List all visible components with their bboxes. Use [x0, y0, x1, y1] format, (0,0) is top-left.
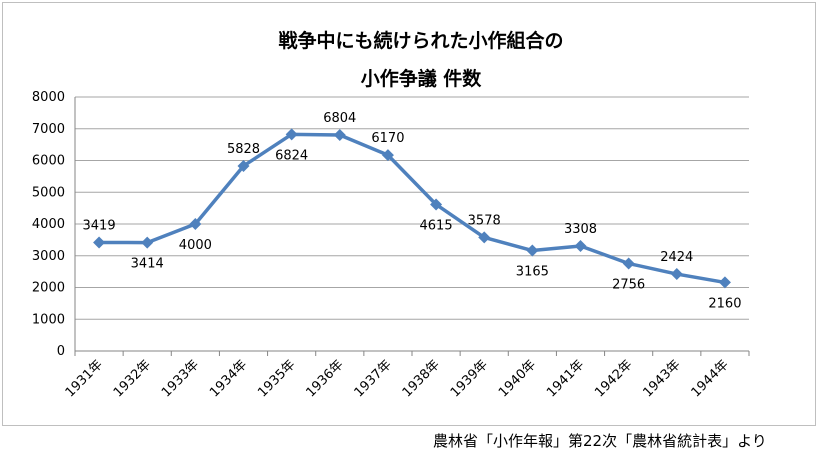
- x-tick-label: 1933年: [159, 357, 202, 400]
- data-point: [333, 128, 346, 141]
- data-label: 4000: [179, 238, 212, 253]
- data-point: [141, 236, 154, 249]
- data-label: 2160: [708, 296, 741, 311]
- data-point: [670, 268, 683, 281]
- x-tick-labels: 1931年 1932年 1933年 1934年 1935年 1936年 1937年 1938年…: [63, 357, 732, 400]
- y-tick-label: 6000: [32, 154, 65, 169]
- axes: [74, 97, 750, 356]
- series-line: [99, 132, 726, 285]
- x-tick-label: 1936年: [303, 357, 346, 400]
- y-tick-label: 8000: [32, 90, 65, 105]
- chart-title-line-2: 小作争議 件数: [361, 67, 483, 90]
- x-tick-label: 1934年: [207, 357, 250, 400]
- x-tick-label: 1942年: [592, 357, 635, 400]
- data-point: [574, 239, 587, 252]
- y-tick-label: 7000: [32, 122, 65, 137]
- y-tick-label: 5000: [32, 185, 65, 200]
- y-tick-label: 4000: [32, 217, 65, 232]
- x-tick-label: 1931年: [63, 357, 106, 400]
- data-label: 6170: [371, 131, 404, 146]
- data-label: 3308: [564, 222, 597, 237]
- y-tick-label: 2000: [32, 281, 65, 296]
- data-point: [622, 257, 635, 270]
- data-point: [718, 276, 731, 289]
- x-tick-label: 1944年: [689, 357, 732, 400]
- data-point: [237, 159, 250, 172]
- data-label: 6804: [323, 111, 356, 126]
- series-line-group: [99, 132, 726, 285]
- data-label: 3578: [468, 213, 501, 228]
- chart-frame: 戦争中にも続けられた小作組合の 小作争議 件数 0 1000 2000 3000 400…: [2, 2, 816, 426]
- x-tick-label: 1937年: [352, 357, 395, 400]
- x-tick-label: 1939年: [448, 357, 491, 400]
- data-label: 2424: [660, 250, 693, 265]
- x-tick-label: 1941年: [544, 357, 587, 400]
- chart-title-line-1: 戦争中にも続けられた小作組合の: [278, 29, 563, 52]
- y-tick-label: 3000: [32, 249, 65, 264]
- source-note: 農林省「小作年報」第22次「農林省統計表」より: [433, 432, 767, 450]
- x-tick-label: 1940年: [496, 357, 539, 400]
- data-labels: 3419 3414 4000 5828 6824 6804 6170 4615 3578 3165…: [83, 111, 742, 311]
- data-label: 5828: [227, 142, 260, 157]
- x-tick-label: 1943年: [640, 357, 683, 400]
- data-point: [430, 198, 443, 211]
- data-label: 6824: [275, 148, 308, 163]
- data-point: [189, 218, 202, 230]
- data-point: [93, 236, 106, 249]
- series-markers: [93, 128, 731, 289]
- x-tick-label: 1932年: [111, 357, 154, 400]
- y-tick-label: 1000: [32, 312, 65, 327]
- data-label: 3419: [83, 218, 116, 233]
- data-label: 3414: [131, 257, 164, 272]
- data-point: [285, 128, 298, 141]
- data-label: 2756: [612, 277, 645, 292]
- x-tick-label: 1938年: [400, 357, 443, 400]
- line-chart: 戦争中にも続けられた小作組合の 小作争議 件数 0 1000 2000 3000 400…: [32, 29, 750, 400]
- gridlines: [75, 96, 749, 320]
- data-label: 3165: [516, 265, 549, 280]
- y-tick-labels: 0 1000 2000 3000 4000 5000 6000 7000 8000: [32, 90, 65, 359]
- data-point: [526, 244, 539, 257]
- y-tick-label: 0: [57, 344, 65, 359]
- x-tick-label: 1935年: [255, 357, 298, 400]
- data-point: [478, 231, 491, 244]
- data-label: 4615: [420, 218, 453, 233]
- data-point: [381, 149, 394, 162]
